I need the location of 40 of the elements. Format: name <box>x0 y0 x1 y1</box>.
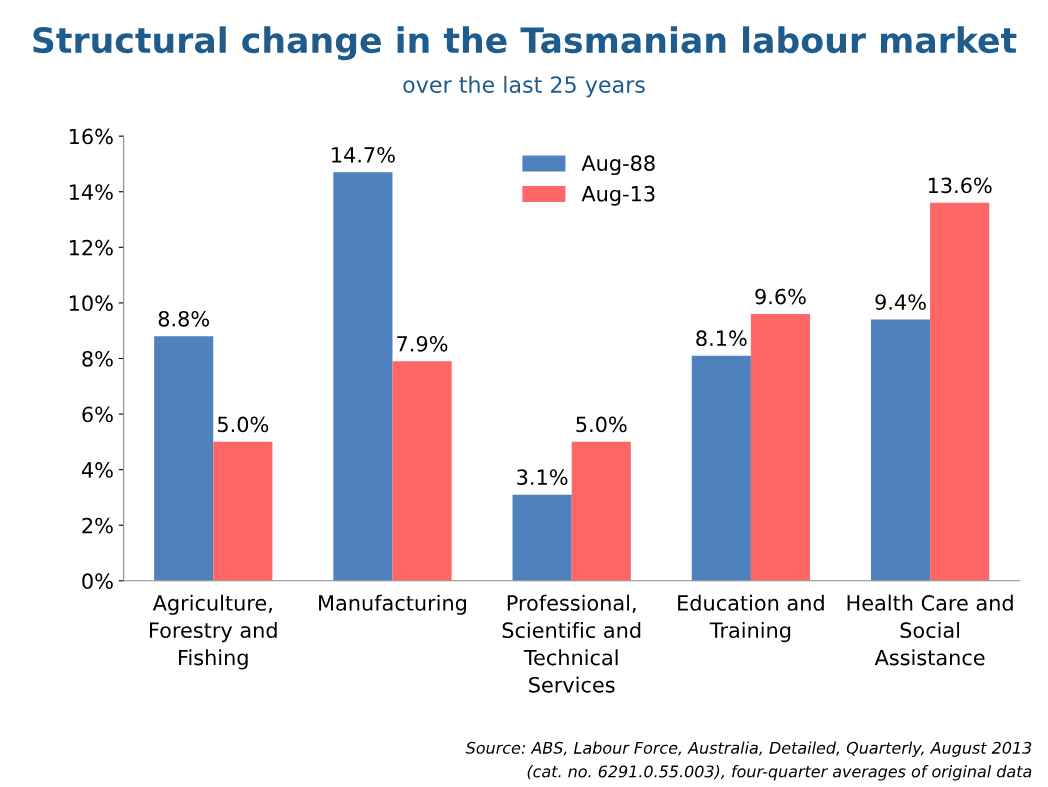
bar <box>213 441 273 581</box>
data-label: 9.6% <box>755 288 806 305</box>
bar <box>691 355 751 581</box>
data-label: 5.0% <box>217 416 269 433</box>
x-tick-label: Professional, Scientific and Technical Services <box>502 594 641 693</box>
chart-title: Structural change in the Tasmanian labour market <box>33 26 1017 61</box>
data-label: 9.4% <box>875 294 926 310</box>
data-label: 13.6% <box>928 177 992 194</box>
legend-label: Aug-88 <box>581 155 655 176</box>
y-tick-label: 4% <box>81 462 113 478</box>
bar <box>333 172 393 581</box>
bar <box>870 319 931 581</box>
y-tick-label: 2% <box>82 517 113 534</box>
x-tick-label: Manufacturing <box>319 594 467 615</box>
bar <box>392 361 452 581</box>
y-tick-label: 16% <box>69 128 113 145</box>
y-tick-label: 6% <box>82 406 113 423</box>
y-tick-label: 10% <box>69 295 113 312</box>
x-tick-label: Education and Training <box>678 594 824 643</box>
data-label: 8.8% <box>158 310 210 327</box>
bar <box>571 441 631 581</box>
bar <box>750 314 811 581</box>
text: (cat. no. 6291.0.55.003), four-quarter averages of original data <box>527 765 1032 781</box>
bar <box>512 494 572 581</box>
source-note: Source: ABS, Labour Force, Australia, Detailed, Quarterly, August 2013 <box>465 741 1032 757</box>
chart-subtitle: over the last 25 years <box>403 75 645 98</box>
x-tick-label: Agriculture, Forestry and Fishing <box>150 594 277 670</box>
data-label: 3.1% <box>517 469 568 486</box>
data-label: 5.0% <box>576 416 627 433</box>
bar <box>930 202 990 581</box>
bar <box>154 336 214 581</box>
x-tick-label: Health Care and Social Assistance <box>847 594 1013 666</box>
y-tick-label: 8% <box>82 350 113 367</box>
y-tick-label: 14% <box>69 184 113 200</box>
y-tick-label: 0% <box>82 573 113 590</box>
data-label: 14.7% <box>332 146 395 163</box>
legend-label: Aug-13 <box>581 185 655 206</box>
y-tick-label: 12% <box>69 239 113 256</box>
data-label: 7.9% <box>397 335 448 352</box>
data-label: 8.1% <box>696 330 747 347</box>
